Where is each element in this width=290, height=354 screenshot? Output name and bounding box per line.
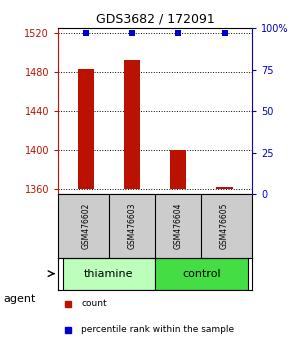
Title: GDS3682 / 172091: GDS3682 / 172091 [96,13,215,26]
Text: thiamine: thiamine [84,269,134,279]
Bar [124,61,140,189]
Point [130,30,134,36]
Text: percentile rank within the sample: percentile rank within the sample [81,325,234,334]
Point [222,30,227,36]
Text: control: control [182,269,221,279]
Bar [78,69,94,189]
Bar [63,258,155,290]
Bar [170,150,186,189]
Text: GSM476604: GSM476604 [174,202,183,249]
Point [84,30,88,36]
Text: GSM476602: GSM476602 [81,202,90,249]
Point [176,30,181,36]
Bar [155,258,248,290]
Text: GSM476603: GSM476603 [128,202,137,249]
Bar [216,187,233,189]
Text: agent: agent [3,294,35,304]
Text: GSM476605: GSM476605 [220,202,229,249]
Text: count: count [81,299,107,308]
